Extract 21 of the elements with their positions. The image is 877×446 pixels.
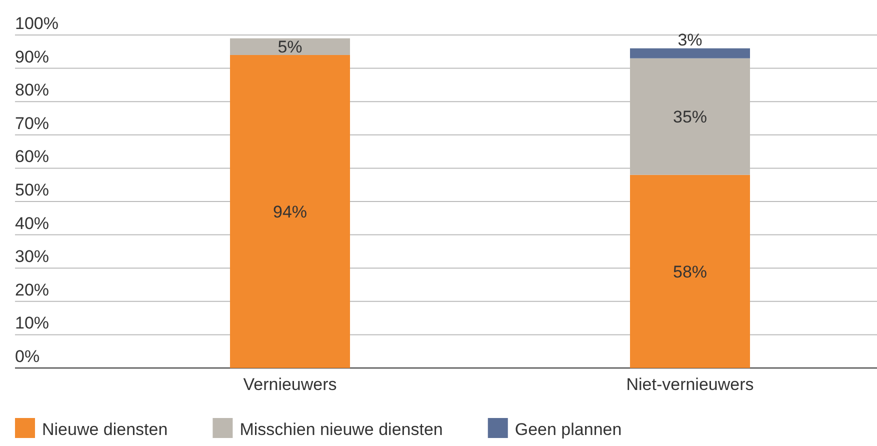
y-tick-label: 100% [15,14,58,33]
legend-label: Geen plannen [514,420,622,439]
data-label: 94% [272,202,308,222]
legend-label: Nieuwe diensten [42,420,168,439]
y-tick-label: 50% [15,180,50,200]
y-tick-label: 40% [15,214,50,233]
x-tick-label: Vernieuwers [243,375,337,394]
y-tick-label: 0% [15,347,40,366]
data-label: 3% [678,30,702,50]
y-tick-label: 70% [15,114,50,133]
data-label: 58% [672,262,708,282]
y-tick-label: 60% [15,147,50,166]
y-tick-label: 30% [15,247,50,266]
data-label: 35% [672,108,708,127]
data-label: 5% [278,38,302,57]
y-tick-label: 90% [15,47,50,66]
y-tick-label: 10% [15,314,50,333]
x-tick-label: Niet-vernieuwers [626,375,754,394]
y-tick-label: 20% [15,280,50,300]
legend-label: Misschien nieuwe diensten [240,420,443,439]
y-tick-label: 80% [15,80,50,100]
